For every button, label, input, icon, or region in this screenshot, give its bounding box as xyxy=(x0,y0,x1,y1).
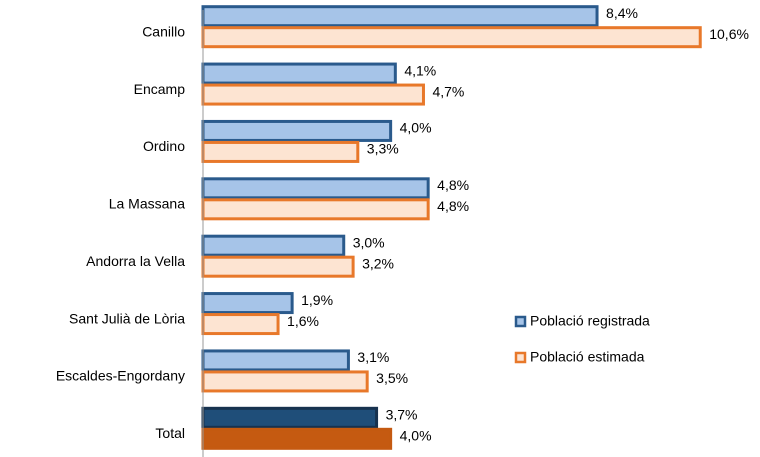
bar xyxy=(201,5,599,28)
bar xyxy=(201,349,350,372)
value-label: 3,5% xyxy=(376,370,408,386)
value-label: 3,3% xyxy=(367,141,399,157)
legend-label: Població registrada xyxy=(530,313,650,329)
legend-swatch xyxy=(514,315,527,328)
bar xyxy=(201,119,393,142)
bar xyxy=(201,292,294,315)
legend-label: Població estimada xyxy=(530,349,645,365)
value-label: 4,0% xyxy=(400,428,432,444)
bar xyxy=(201,255,355,278)
value-label: 4,1% xyxy=(404,62,436,78)
bar xyxy=(201,62,397,85)
legend-swatch xyxy=(514,351,527,364)
value-label: 3,2% xyxy=(362,255,394,271)
bar xyxy=(201,83,425,106)
bar xyxy=(201,177,430,200)
y-tick-label: Canillo xyxy=(142,23,185,39)
value-label: 8,4% xyxy=(606,5,638,21)
bar xyxy=(201,406,379,429)
y-tick-label: Ordino xyxy=(143,138,185,154)
bar xyxy=(201,234,346,257)
value-label: 4,8% xyxy=(437,177,469,193)
value-label: 3,7% xyxy=(386,407,418,423)
y-tick-label: La Massana xyxy=(109,196,185,212)
value-label: 1,9% xyxy=(301,292,333,308)
y-tick-label: Escaldes-Engordany xyxy=(56,368,185,384)
y-tick-label: Encamp xyxy=(134,81,186,97)
y-tick-label: Andorra la Vella xyxy=(86,253,185,269)
bar xyxy=(201,26,702,49)
bar xyxy=(201,427,393,450)
bar xyxy=(201,140,360,163)
value-label: 4,0% xyxy=(400,120,432,136)
bar xyxy=(201,313,280,336)
bar xyxy=(201,198,430,221)
value-label: 3,1% xyxy=(357,349,389,365)
value-label: 1,6% xyxy=(287,313,319,329)
value-label: 4,8% xyxy=(437,198,469,214)
bar xyxy=(201,370,369,393)
value-label: 10,6% xyxy=(709,26,749,42)
value-label: 3,0% xyxy=(353,234,385,250)
y-tick-label: Total xyxy=(155,425,185,441)
y-tick-label: Sant Julià de Lòria xyxy=(69,310,185,326)
value-label: 4,7% xyxy=(432,83,464,99)
